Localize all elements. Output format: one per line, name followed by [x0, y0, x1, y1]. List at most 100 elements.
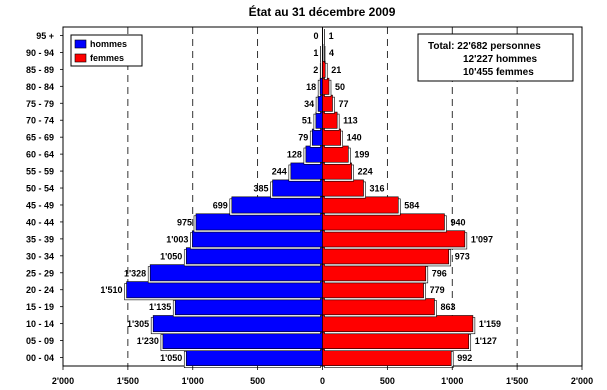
value-label-femmes: 584	[404, 200, 419, 210]
category-label: 45 - 49	[26, 200, 54, 210]
x-tick-label: 1'000	[182, 376, 204, 386]
value-label-hommes: 244	[272, 167, 287, 177]
total-line-1: Total: 22'682 personnes	[428, 41, 541, 52]
bar-hommes	[152, 315, 323, 333]
bar-hommes	[317, 94, 323, 112]
bar-femmes	[322, 332, 470, 350]
value-label-femmes: 316	[370, 184, 385, 194]
total-annotation: Total: 22'682 personnes 12'227 hommes 10…	[417, 33, 574, 82]
legend: hommes femmes	[70, 34, 143, 67]
bar-femmes	[322, 162, 352, 180]
bar-hommes	[290, 162, 323, 180]
category-label: 65 - 69	[26, 133, 54, 143]
legend-swatch-hommes	[74, 39, 87, 49]
value-label-femmes: 4	[329, 48, 334, 58]
bar-hommes	[315, 111, 323, 129]
value-label-femmes: 940	[450, 217, 465, 227]
category-label: 00 - 04	[26, 353, 54, 363]
value-label-hommes: 1	[313, 48, 318, 58]
value-label-hommes: 1'328	[124, 268, 146, 278]
value-label-femmes: 113	[343, 116, 358, 126]
bar-femmes	[322, 281, 424, 299]
bar-femmes	[322, 315, 474, 333]
bar-femmes	[322, 264, 427, 282]
legend-label-hommes: hommes	[90, 39, 127, 49]
bar-hommes	[162, 332, 323, 350]
value-label-femmes: 224	[358, 167, 373, 177]
total-box	[417, 33, 574, 82]
bar-hommes	[319, 77, 323, 95]
chart-title: État au 31 décembre 2009	[249, 4, 396, 19]
category-label: 50 - 54	[26, 184, 54, 194]
legend-label-femmes: femmes	[90, 53, 124, 63]
bar-femmes	[322, 349, 452, 366]
bars	[124, 27, 476, 368]
category-label: 55 - 59	[26, 167, 54, 177]
bar-femmes	[322, 43, 324, 61]
bar-femmes	[322, 111, 338, 129]
x-tick-label: 2'000	[571, 376, 593, 386]
category-label: 70 - 74	[26, 116, 54, 126]
total-line-3: 10'455 femmes	[463, 67, 534, 78]
category-label: 20 - 24	[26, 285, 54, 295]
value-label-hommes: 975	[177, 217, 192, 227]
value-label-hommes: 2	[313, 65, 318, 75]
value-label-hommes: 699	[213, 200, 228, 210]
value-label-femmes: 1'159	[479, 319, 501, 329]
x-tick-labels: 2'000 1'500 1'000 500 0 500 1'000 1'500 2'000	[52, 366, 593, 386]
value-label-hommes: 1'003	[166, 234, 188, 244]
category-labels: 00 - 04 05 - 09 10 - 14 15 - 19 20 - 24 25 - …	[26, 31, 63, 363]
x-tick-label: 1'500	[506, 376, 528, 386]
value-label-femmes: 973	[455, 251, 470, 261]
category-label: 25 - 29	[26, 268, 54, 278]
category-label: 05 - 09	[26, 336, 54, 346]
bar-femmes	[322, 60, 326, 78]
value-label-hommes: 385	[254, 184, 269, 194]
category-label: 15 - 19	[26, 302, 54, 312]
bar-femmes	[322, 179, 364, 197]
bar-hommes	[195, 213, 323, 231]
value-label-femmes: 863	[440, 302, 455, 312]
total-line-2: 12'227 hommes	[463, 54, 538, 65]
bar-hommes	[305, 145, 323, 163]
bar-femmes	[322, 94, 333, 112]
bar-hommes	[126, 281, 323, 299]
value-label-hommes: 128	[287, 150, 302, 160]
bar-shadow	[324, 45, 326, 63]
legend-swatch-femmes	[74, 53, 87, 63]
x-tick-label: 2'000	[52, 376, 74, 386]
bar-femmes	[322, 196, 399, 214]
bar-femmes	[322, 230, 466, 248]
category-label: 30 - 34	[26, 251, 54, 261]
category-label: 75 - 79	[26, 99, 54, 109]
value-label-hommes: 0	[313, 31, 318, 41]
value-label-femmes: 1'097	[471, 234, 493, 244]
value-label-hommes: 18	[306, 82, 316, 92]
x-tick-label: 1'500	[117, 376, 139, 386]
value-label-hommes: 51	[302, 116, 312, 126]
bar-hommes	[192, 230, 323, 248]
bar-hommes	[149, 264, 323, 282]
bar-hommes	[231, 196, 323, 214]
value-label-hommes: 34	[304, 99, 314, 109]
bar-femmes	[322, 213, 445, 231]
value-label-femmes: 992	[457, 353, 472, 363]
category-label: 40 - 44	[26, 217, 54, 227]
x-tick-label: 500	[250, 376, 265, 386]
category-label: 80 - 84	[26, 82, 54, 92]
bar-femmes	[322, 128, 341, 146]
value-label-femmes: 140	[347, 133, 362, 143]
x-tick-label: 0	[320, 376, 325, 386]
value-label-femmes: 50	[335, 82, 345, 92]
value-labels: 1'050 992 1'230 1'127 1'305 1'159 1'135 863 1'51…	[100, 31, 501, 363]
value-label-femmes: 1	[329, 31, 334, 41]
bar-femmes	[322, 77, 330, 95]
category-label: 95 +	[36, 31, 54, 41]
value-label-femmes: 779	[430, 285, 445, 295]
value-label-hommes: 1'510	[100, 285, 122, 295]
value-label-hommes: 1'050	[160, 251, 182, 261]
value-label-hommes: 1'050	[160, 353, 182, 363]
bar-femmes	[322, 247, 450, 265]
category-label: 90 - 94	[26, 48, 54, 58]
